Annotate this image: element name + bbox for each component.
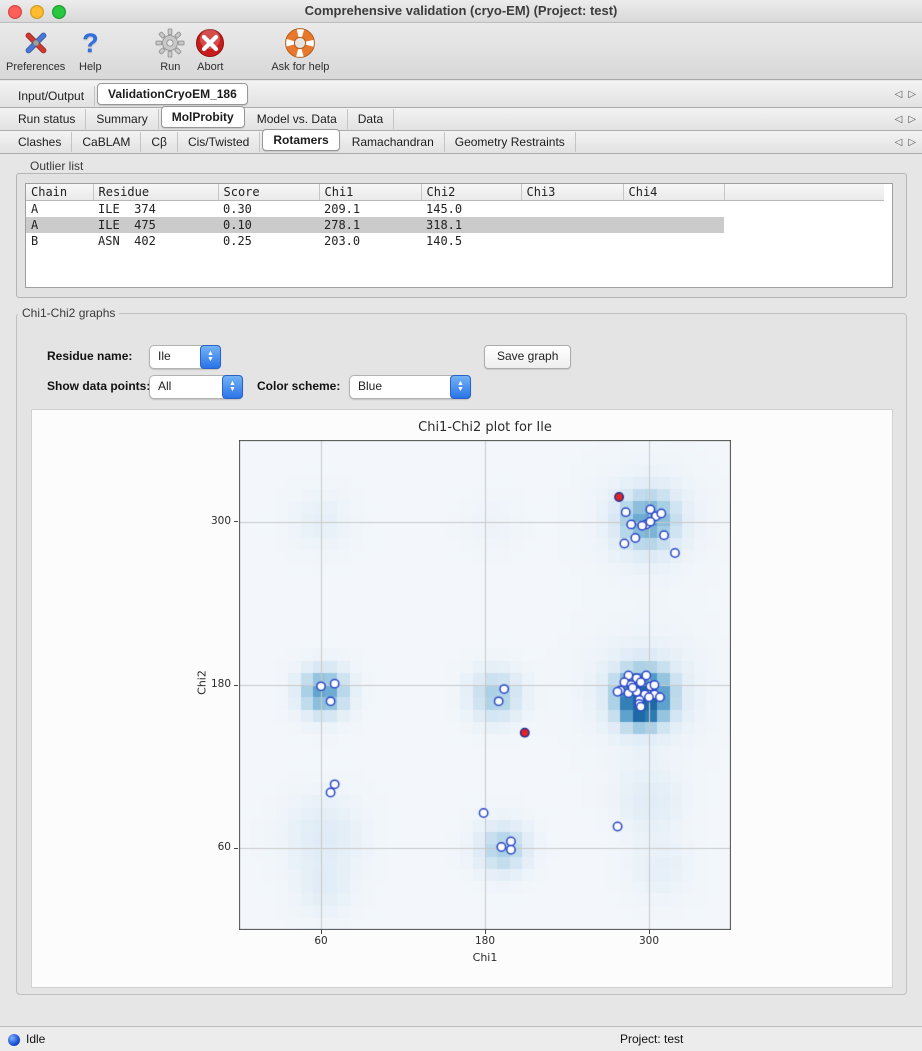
x-tick-label: 60 [314, 935, 328, 947]
tab-run-status[interactable]: Run status [8, 109, 87, 129]
color-scheme-label: Color scheme: [257, 379, 341, 393]
y-tick-label: 300 [210, 514, 231, 527]
color-scheme-select[interactable]: Blue ▲ ▼ [349, 375, 471, 399]
run-gear-icon [153, 26, 187, 60]
show-data-points-select[interactable]: All ▲ ▼ [149, 375, 243, 399]
show-data-points-value: All [158, 379, 172, 393]
outlier-list-label: Outlier list [30, 159, 84, 173]
toolbar-item-label: Abort [197, 61, 224, 73]
tab-geometry-restraints[interactable]: Geometry Restraints [445, 132, 576, 152]
toolbar-item-label: Ask for help [271, 61, 330, 73]
y-tick-mark [234, 847, 238, 849]
table-row[interactable]: B ASN 402 0.25 203.0 140.5 [31, 234, 463, 248]
tab-rotamers[interactable]: Rotamers [262, 129, 340, 151]
status-indicator-icon [8, 1034, 20, 1046]
tab-ramachandran[interactable]: Ramachandran [342, 132, 445, 152]
lifesaver-icon [283, 26, 317, 60]
residue-name-select[interactable]: Ile ▲ ▼ [149, 345, 221, 369]
tab-input-output[interactable]: Input/Output [8, 86, 96, 106]
abort-icon [193, 26, 227, 60]
tab-row-middle: Run status Summary MolProbity Model vs. … [0, 106, 922, 131]
x-tick-mark [320, 930, 322, 934]
plot-panel: Chi1-Chi2 plot for Ile 60 180 300 60 180 300 … [31, 409, 893, 988]
close-window-button[interactable] [8, 5, 22, 19]
color-scheme-value: Blue [358, 379, 383, 393]
column-header-residue[interactable]: Residue [93, 184, 219, 201]
y-tick-label: 60 [217, 841, 231, 854]
tab-row-top: Input/Output ValidationCryoEM_186 ◁ ▷ [0, 81, 922, 108]
column-header-chi4[interactable]: Chi4 [623, 184, 725, 201]
column-header-score[interactable]: Score [218, 184, 320, 201]
tab-summary[interactable]: Summary [86, 109, 159, 129]
dropdown-arrows-icon: ▲ ▼ [200, 345, 221, 369]
traffic-lights [8, 5, 66, 19]
residue-name-value: Ile [158, 349, 171, 363]
toolbar-item-label: Run [160, 61, 181, 73]
tab-model-vs-data[interactable]: Model vs. Data [247, 109, 348, 129]
column-header-chain[interactable]: Chain [26, 184, 94, 201]
table-row-selected[interactable]: A ILE 475 0.10 278.1 318.1 [26, 217, 884, 233]
tab-scroll-left-icon[interactable]: ◁ [894, 113, 903, 125]
toolbar-item-label: Preferences [6, 61, 66, 73]
y-axis-label: Chi2 [195, 670, 209, 695]
show-data-points-label: Show data points: [47, 379, 151, 393]
column-header-filler [724, 184, 884, 201]
tab-molprobity[interactable]: MolProbity [160, 106, 245, 128]
project-label: Project: test [620, 1032, 684, 1046]
column-header-chi2[interactable]: Chi2 [421, 184, 522, 201]
graphs-section: Residue name: Ile ▲ ▼ Save graph Show dat… [16, 313, 907, 995]
tab-cis-twisted[interactable]: Cis/Twisted [178, 132, 261, 152]
status-bar: Idle Project: test [0, 1026, 922, 1051]
tab-scroll-right-icon[interactable]: ▷ [908, 113, 916, 125]
dropdown-arrows-icon: ▲ ▼ [222, 375, 243, 399]
run-button[interactable]: Run [153, 26, 187, 73]
table-row[interactable]: A ILE 374 0.30 209.1 145.0 [31, 202, 463, 216]
chi1-chi2-plot[interactable] [239, 440, 731, 930]
help-icon: ? [82, 28, 99, 58]
minimize-window-button[interactable] [30, 5, 44, 19]
tab-scroll-right-icon[interactable]: ▷ [908, 136, 916, 148]
ask-for-help-button[interactable]: Ask for help [271, 26, 329, 73]
window-title: Comprehensive validation (cryo-EM) (Proj… [304, 3, 618, 18]
x-tick-label: 180 [474, 935, 496, 947]
outlier-table: Chain Residue Score Chi1 Chi2 Chi3 Chi4 … [25, 183, 893, 288]
toolbar-item-label: Help [79, 61, 102, 73]
tab-cablam[interactable]: CaBLAM [72, 132, 142, 152]
dropdown-arrows-icon: ▲ ▼ [450, 375, 471, 399]
graphs-section-label: Chi1-Chi2 graphs [18, 306, 120, 320]
y-tick-mark [234, 521, 238, 523]
zoom-window-button[interactable] [52, 5, 66, 19]
status-text: Idle [26, 1032, 46, 1046]
x-tick-mark [484, 930, 486, 934]
preferences-button[interactable]: Preferences [6, 26, 65, 73]
plot-title: Chi1-Chi2 plot for Ile [418, 420, 552, 435]
tab-cbeta[interactable]: Cβ [141, 132, 178, 152]
tab-validationcryoem-186[interactable]: ValidationCryoEM_186 [97, 83, 248, 105]
chi1-chi2-plot-canvas[interactable] [239, 440, 731, 930]
tab-scroll-right-icon[interactable]: ▷ [908, 88, 916, 100]
y-tick-label: 180 [210, 678, 231, 690]
table-header-row: Chain Residue Score Chi1 Chi2 Chi3 Chi4 [26, 184, 884, 201]
y-tick-mark [234, 684, 238, 686]
column-header-chi3[interactable]: Chi3 [521, 184, 624, 201]
x-tick-mark [648, 930, 650, 934]
tab-data[interactable]: Data [348, 109, 395, 129]
toolbar: Preferences ? Help [0, 23, 922, 80]
tab-clashes[interactable]: Clashes [8, 132, 73, 152]
help-button[interactable]: ? Help [73, 26, 107, 73]
residue-name-label: Residue name: [47, 349, 133, 363]
abort-button[interactable]: Abort [193, 26, 227, 73]
tab-scroll-left-icon[interactable]: ◁ [894, 88, 903, 100]
save-graph-button[interactable]: Save graph [484, 345, 572, 369]
tools-icon [19, 26, 53, 60]
titlebar: Comprehensive validation (cryo-EM) (Proj… [0, 0, 922, 23]
tab-scroll-left-icon[interactable]: ◁ [894, 136, 903, 148]
column-header-chi1[interactable]: Chi1 [319, 184, 422, 201]
outlier-list-panel: Chain Residue Score Chi1 Chi2 Chi3 Chi4 … [16, 173, 907, 298]
tab-row-bottom: Clashes CaBLAM Cβ Cis/Twisted Rotamers R… [0, 129, 922, 154]
x-axis-label: Chi1 [472, 951, 498, 964]
x-tick-label: 300 [638, 935, 660, 947]
